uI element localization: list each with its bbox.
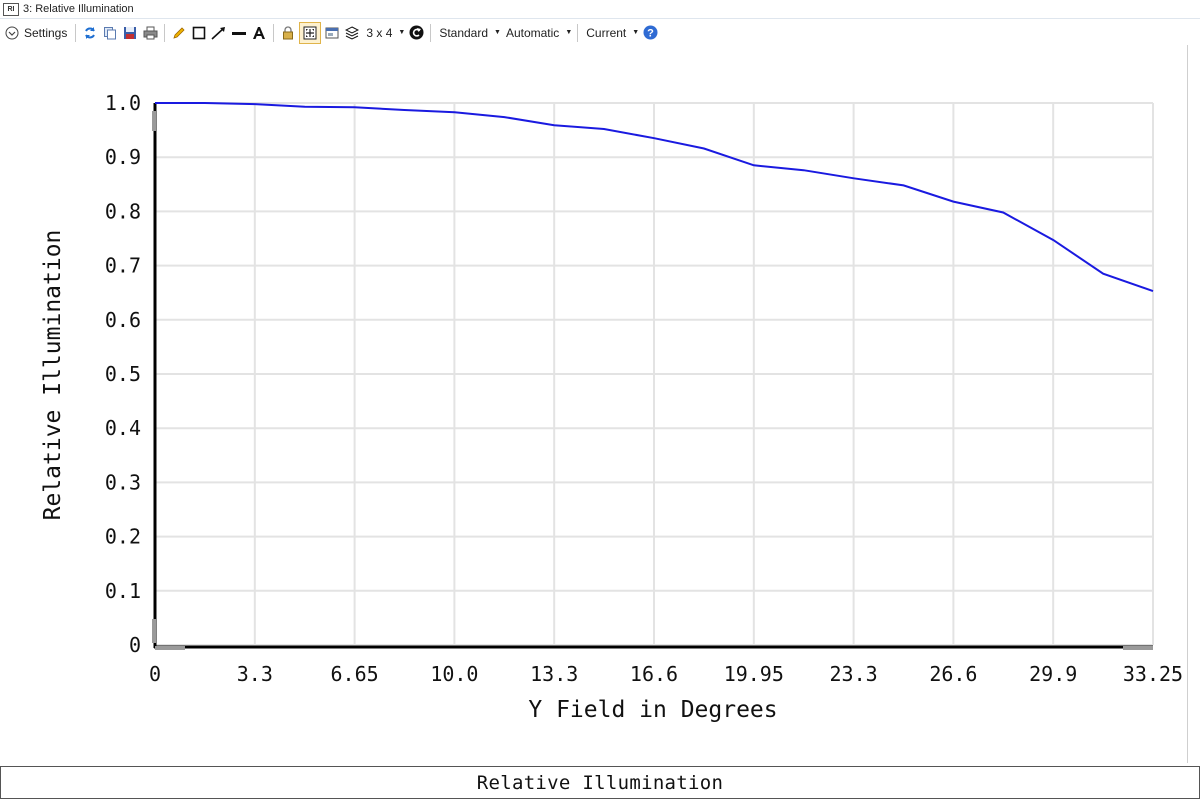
y-axis-label: Relative Illumination <box>40 230 66 521</box>
axis-handle <box>152 619 156 643</box>
y-tick-label: 1.0 <box>105 91 141 115</box>
save-icon <box>121 24 139 42</box>
arrow-icon <box>210 24 228 42</box>
toolbar-separator <box>273 23 275 42</box>
print-icon <box>141 24 159 42</box>
window-icon <box>323 24 341 42</box>
series-line <box>155 102 1154 293</box>
axis-handle <box>155 646 185 650</box>
x-tick-label: 23.3 <box>830 662 878 686</box>
toolbar-separator <box>430 23 432 42</box>
help-button[interactable]: ? <box>641 22 659 44</box>
refresh-icon <box>81 24 99 42</box>
current-label: Current <box>586 25 627 40</box>
layout-label: 3 x 4 <box>366 25 393 40</box>
y-tick-label: 0.7 <box>105 254 141 278</box>
rotate-icon <box>407 24 425 42</box>
caret-down-icon: ▼ <box>632 29 640 36</box>
y-tick-label: 0.3 <box>105 470 141 494</box>
status-caption-bar: Relative Illumination <box>0 766 1200 799</box>
x-tick-labels: 0 3.3 6.65 10.0 13.3 16.6 19.95 23.3 26.6 29.9 33.… <box>149 662 1183 686</box>
line-tool-button[interactable] <box>230 22 248 44</box>
y-tick-label: 0.5 <box>105 362 141 386</box>
toolbar: Settings <box>0 20 1200 45</box>
vertical-scrollbar[interactable] <box>1187 45 1200 763</box>
x-tick-label: 0 <box>149 662 161 686</box>
rectangle-tool-button[interactable] <box>190 22 208 44</box>
y-tick-label: 0.6 <box>105 308 141 332</box>
window-title: 3: Relative Illumination <box>23 3 134 15</box>
x-tick-label: 26.6 <box>929 662 977 686</box>
x-tick-label: 3.3 <box>237 662 273 686</box>
y-tick-label: 0.1 <box>105 579 141 603</box>
print-button[interactable] <box>141 22 159 44</box>
pencil-tool-button[interactable] <box>170 22 188 44</box>
line-icon <box>230 24 248 42</box>
rectangle-icon <box>190 24 208 42</box>
copy-button[interactable] <box>101 22 119 44</box>
x-tick-label: 33.25 <box>1123 662 1183 686</box>
standard-label: Standard <box>439 25 489 40</box>
toolbar-separator <box>75 23 77 42</box>
x-axis-label: Y Field in Degrees <box>528 697 777 723</box>
fit-window-icon <box>301 24 319 42</box>
settings-button[interactable]: Settings <box>3 22 70 44</box>
app-icon: RI <box>3 2 19 16</box>
caret-down-icon: ▼ <box>494 29 501 36</box>
y-tick-label: 0.4 <box>105 416 141 440</box>
lock-button[interactable] <box>279 22 297 44</box>
fit-window-button[interactable] <box>299 21 322 44</box>
svg-text:?: ? <box>647 28 654 40</box>
x-tick-label: 10.0 <box>430 662 478 686</box>
chevron-down-circle-icon <box>3 24 21 42</box>
y-tick-label: 0.8 <box>105 199 141 223</box>
x-tick-label: 6.65 <box>331 662 379 686</box>
caret-down-icon: ▼ <box>565 29 573 36</box>
layers-button[interactable] <box>343 22 361 44</box>
current-dropdown[interactable]: Current ▼ <box>583 22 639 44</box>
copy-icon <box>101 24 119 42</box>
settings-label: Settings <box>24 25 68 40</box>
text-tool-icon <box>250 24 268 42</box>
x-tick-label: 19.95 <box>724 662 784 686</box>
x-tick-label: 29.9 <box>1029 662 1077 686</box>
save-button[interactable] <box>121 22 139 44</box>
automatic-label: Automatic <box>505 25 560 40</box>
layers-icon <box>343 24 361 42</box>
rotate-button[interactable] <box>407 22 425 44</box>
toolbar-separator <box>577 23 579 42</box>
automatic-dropdown[interactable]: Automatic ▼ <box>503 22 572 44</box>
toolbar-separator <box>164 23 166 42</box>
text-tool-button[interactable] <box>250 22 268 44</box>
status-caption: Relative Illumination <box>476 771 724 794</box>
lock-icon <box>279 24 297 42</box>
caret-down-icon: ▼ <box>398 29 406 36</box>
axis-handle <box>152 111 156 131</box>
title-bar: RI 3: Relative Illumination <box>0 0 1200 19</box>
arrow-tool-button[interactable] <box>210 22 228 44</box>
chart-axes <box>152 103 1153 650</box>
x-tick-label: 13.3 <box>530 662 578 686</box>
pencil-icon <box>170 24 188 42</box>
y-tick-label: 0 <box>129 633 141 657</box>
chart-grid <box>154 102 1154 646</box>
y-tick-labels: 0 0.1 0.2 0.3 0.4 0.5 0.6 0.7 0.8 0.9 1.0 <box>105 91 141 657</box>
layout-dropdown[interactable]: 3 x 4 ▼ <box>363 22 405 44</box>
refresh-button[interactable] <box>81 22 99 44</box>
help-icon: ? <box>641 24 659 42</box>
standard-dropdown[interactable]: Standard ▼ <box>436 22 501 44</box>
relative-illumination-chart: 0 3.3 6.65 10.0 13.3 16.6 19.95 23.3 26.6 29.9 33.… <box>40 91 1183 723</box>
axis-handle <box>1123 646 1153 650</box>
x-tick-label: 16.6 <box>630 662 678 686</box>
y-tick-label: 0.9 <box>105 145 141 169</box>
y-tick-label: 0.2 <box>105 525 141 549</box>
window-button[interactable] <box>323 22 341 44</box>
